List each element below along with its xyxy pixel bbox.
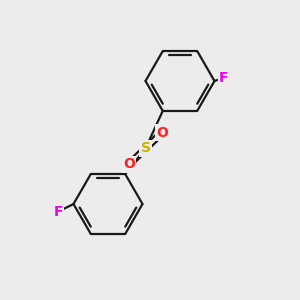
Text: F: F — [219, 71, 228, 85]
Text: S: S — [140, 142, 151, 155]
Text: O: O — [123, 158, 135, 171]
Text: F: F — [54, 205, 63, 218]
Text: O: O — [156, 126, 168, 140]
